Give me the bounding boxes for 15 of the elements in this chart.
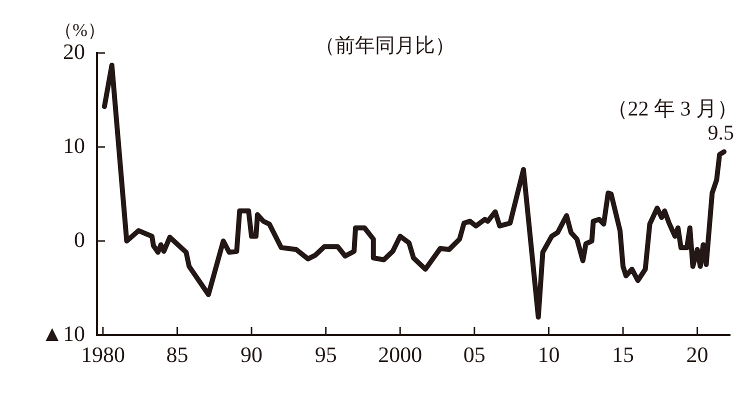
x-tick-label: 10	[538, 342, 560, 367]
x-tick-label: 95	[314, 342, 337, 367]
x-tick-label: 15	[612, 342, 634, 367]
x-tick-label: 2000	[378, 342, 422, 367]
x-tick-label: 85	[166, 342, 188, 367]
x-tick-label: 05	[463, 342, 486, 367]
y-tick-label: 0	[74, 226, 85, 252]
data-label: 9.5	[708, 120, 734, 145]
y-tick-label: 20	[63, 38, 85, 64]
y-tick-label: 10	[63, 132, 85, 158]
y-axis-title: （%）	[54, 20, 106, 40]
x-tick-label: 20	[686, 342, 708, 367]
x-tick-label: 90	[240, 342, 263, 367]
chart-title: （前年同月比）	[315, 35, 455, 57]
annotation: （22 年 3 月）	[606, 96, 738, 121]
